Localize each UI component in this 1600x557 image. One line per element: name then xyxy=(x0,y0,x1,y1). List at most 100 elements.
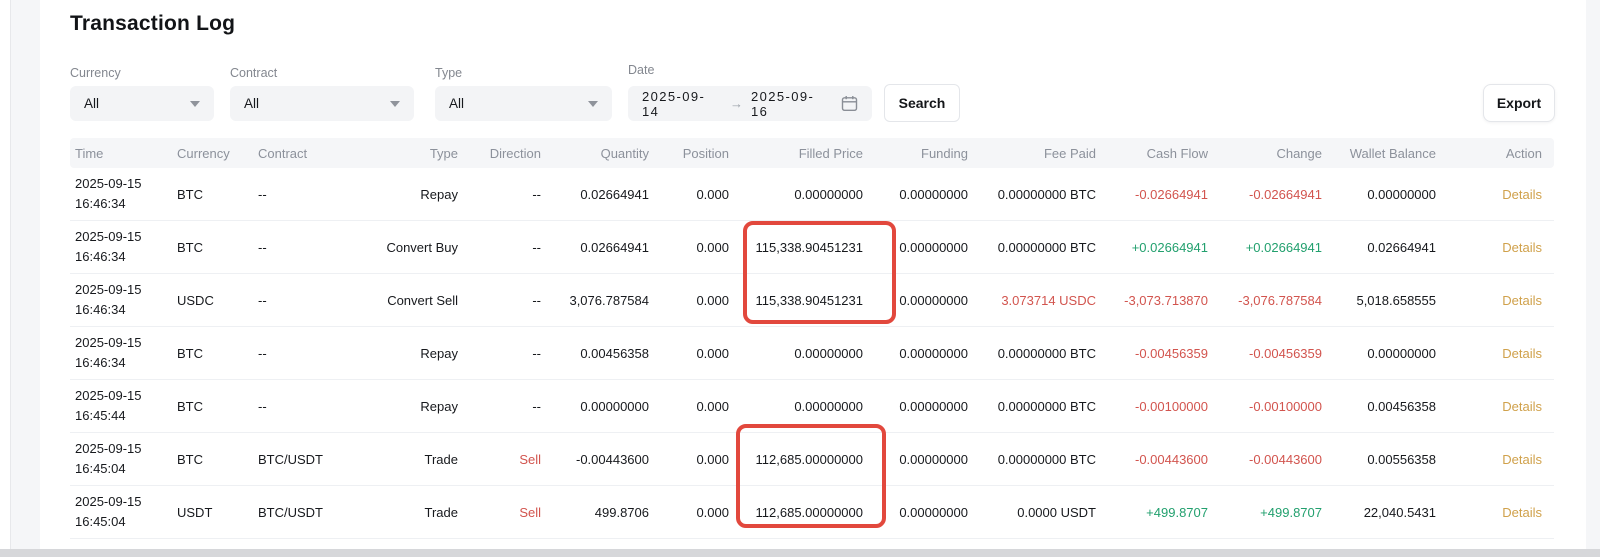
cell-action: Details xyxy=(1436,399,1554,414)
cell-direction: -- xyxy=(532,292,541,308)
contract-select-value: All xyxy=(244,96,260,111)
cell-contract: -- xyxy=(258,345,267,361)
chevron-down-icon xyxy=(588,100,598,107)
cell-wallet_balance: 0.00000000 xyxy=(1367,186,1436,202)
type-filter-label: Type xyxy=(435,66,463,80)
col-header-position: Position xyxy=(682,145,729,161)
contract-filter-label: Contract xyxy=(230,66,278,80)
cell-wallet_balance: 0.00456358 xyxy=(1367,398,1436,414)
table-row: 2025-09-15 16:45:04 USDT BTC/USDT Trade Sell 4… xyxy=(70,486,1554,539)
col-header-contract: Contract xyxy=(258,145,308,161)
cell-time: 2025-09-15 16:45:04 xyxy=(70,439,177,479)
cell-action: Details xyxy=(1436,505,1554,520)
chevron-down-icon xyxy=(190,100,200,107)
cell-type: Convert Buy xyxy=(386,239,458,255)
cell-currency: USDC xyxy=(177,292,214,308)
details-link[interactable]: Details xyxy=(1502,186,1542,202)
cell-change: -0.00456359 xyxy=(1248,345,1322,361)
search-button[interactable]: Search xyxy=(884,84,960,122)
contract-select[interactable]: All xyxy=(230,86,414,121)
time-date: 2025-09-15 xyxy=(75,334,142,350)
cell-type: Convert Sell xyxy=(387,292,458,308)
cell-contract: -- xyxy=(258,398,267,414)
cell-filled_price: 0.00000000 xyxy=(794,345,863,361)
details-link[interactable]: Details xyxy=(1502,504,1542,520)
table-row: 2025-09-15 16:45:44 BTC -- Repay -- 0.00000000… xyxy=(70,380,1554,433)
cell-contract: BTC/USDT xyxy=(258,504,323,520)
time-date: 2025-09-15 xyxy=(75,440,142,456)
date-end-value[interactable]: 2025-09-16 xyxy=(751,88,815,119)
cell-cash_flow: -0.00456359 xyxy=(1134,345,1208,361)
time-clock: 16:45:04 xyxy=(75,461,126,476)
export-button[interactable]: Export xyxy=(1483,84,1555,122)
cell-time: 2025-09-15 16:46:34 xyxy=(70,280,177,320)
date-start-value[interactable]: 2025-09-14 xyxy=(642,88,706,119)
cell-action: Details xyxy=(1436,452,1554,467)
cell-position: 0.000 xyxy=(696,345,729,361)
cell-type: Trade xyxy=(424,451,458,467)
cell-position: 0.000 xyxy=(696,398,729,414)
cell-funding: 0.00000000 xyxy=(899,239,968,255)
cell-currency: BTC xyxy=(177,186,203,202)
details-link[interactable]: Details xyxy=(1502,239,1542,255)
cell-action: Details xyxy=(1436,346,1554,361)
col-header-change: Change xyxy=(1208,145,1322,161)
calendar-icon[interactable] xyxy=(841,95,858,112)
cell-type: Repay xyxy=(420,398,458,414)
col-header-wallet_balance: Wallet Balance xyxy=(1349,145,1436,161)
cell-contract: -- xyxy=(258,186,267,202)
col-header-type: Type xyxy=(429,145,458,161)
cell-time: 2025-09-15 16:45:04 xyxy=(70,492,177,532)
cell-wallet_balance: 5,018.658555 xyxy=(1356,292,1436,308)
details-link[interactable]: Details xyxy=(1502,345,1542,361)
date-range-input[interactable]: 2025-09-14 → 2025-09-16 xyxy=(628,86,872,121)
cell-change: -0.02664941 xyxy=(1248,186,1322,202)
cell-filled_price: 115,338.90451231 xyxy=(755,292,863,308)
cell-quantity: 0.02664941 xyxy=(580,239,649,255)
cell-cash_flow: -0.02664941 xyxy=(1134,186,1208,202)
time-clock: 16:45:04 xyxy=(75,514,126,529)
currency-filter-label: Currency xyxy=(70,66,121,80)
type-select[interactable]: All xyxy=(435,86,612,121)
cell-funding: 0.00000000 xyxy=(899,292,968,308)
sidebar-edge xyxy=(0,0,11,557)
cell-cash_flow: -3,073.713870 xyxy=(1124,292,1208,308)
date-range-arrow-icon: → xyxy=(730,96,743,111)
col-header-filled_price: Filled Price xyxy=(798,145,863,161)
cell-time: 2025-09-15 16:45:44 xyxy=(70,386,177,426)
details-link[interactable]: Details xyxy=(1502,398,1542,414)
col-header-cash_flow: Cash Flow xyxy=(1146,145,1208,161)
details-link[interactable]: Details xyxy=(1502,451,1542,467)
currency-select[interactable]: All xyxy=(70,86,214,121)
col-header-currency: Currency xyxy=(177,145,230,161)
cell-direction: Sell xyxy=(519,504,541,520)
cell-currency: USDT xyxy=(177,504,213,520)
cell-fee_paid: 3.073714 USDC xyxy=(1001,292,1096,308)
cell-funding: 0.00000000 xyxy=(899,398,968,414)
cell-time: 2025-09-15 16:46:34 xyxy=(70,333,177,373)
time-clock: 16:46:34 xyxy=(75,355,126,370)
cell-position: 0.000 xyxy=(696,451,729,467)
cell-quantity: -0.00443600 xyxy=(575,451,649,467)
cell-action: Details xyxy=(1436,187,1554,202)
time-clock: 16:46:34 xyxy=(75,302,126,317)
transaction-log-panel: Transaction Log Currency All Contract Al… xyxy=(40,0,1586,557)
cell-fee_paid: 0.00000000 BTC xyxy=(997,186,1096,202)
cell-funding: 0.00000000 xyxy=(899,345,968,361)
cell-funding: 0.00000000 xyxy=(899,504,968,520)
cell-direction: -- xyxy=(532,398,541,414)
details-link[interactable]: Details xyxy=(1502,292,1542,308)
table-row: 2025-09-15 16:45:04 BTC BTC/USDT Trade Sell -0… xyxy=(70,433,1554,486)
cell-position: 0.000 xyxy=(696,239,729,255)
currency-select-value: All xyxy=(84,96,100,111)
table-row: 2025-09-15 16:46:34 BTC -- Convert Buy -- 0.02… xyxy=(70,221,1554,274)
cell-filled_price: 0.00000000 xyxy=(794,398,863,414)
cell-cash_flow: -0.00100000 xyxy=(1134,398,1208,414)
horizontal-scrollbar[interactable] xyxy=(0,549,1600,557)
cell-wallet_balance: 0.00000000 xyxy=(1367,345,1436,361)
col-header-funding: Funding xyxy=(863,145,968,161)
date-filter-label: Date xyxy=(628,63,655,77)
chevron-down-icon xyxy=(390,100,400,107)
cell-change: -0.00443600 xyxy=(1248,451,1322,467)
time-clock: 16:46:34 xyxy=(75,249,126,264)
